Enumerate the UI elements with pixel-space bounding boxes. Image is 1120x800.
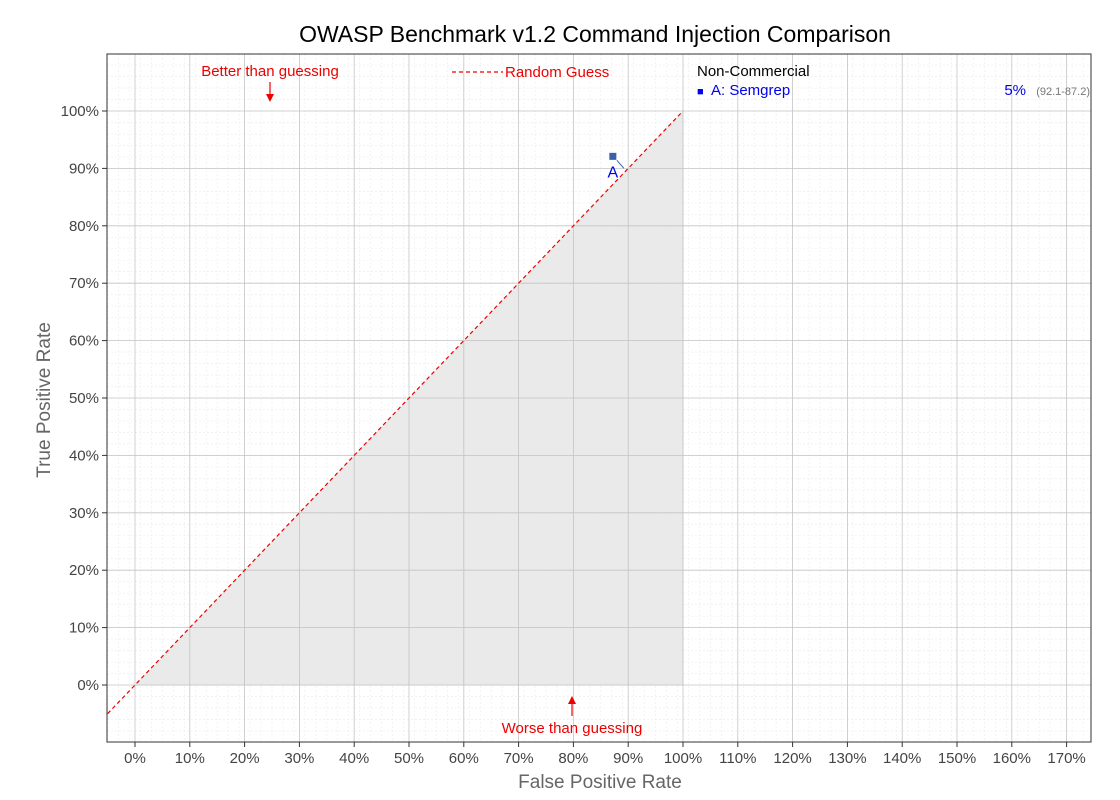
- random-guess-line: [107, 110, 684, 715]
- x-tick-label: 100%: [664, 750, 702, 767]
- x-tick-label: 150%: [938, 750, 976, 767]
- x-tick-label: 130%: [828, 750, 866, 767]
- x-tick-label: 60%: [449, 750, 479, 767]
- legend-marker-icon: ■: [697, 86, 704, 98]
- x-tick-label: 0%: [124, 750, 146, 767]
- y-tick-label: 70%: [69, 275, 99, 292]
- x-tick-label: 170%: [1047, 750, 1085, 767]
- legend-title: Non-Commercial: [697, 63, 810, 80]
- legend-item-range: (92.1-87.2): [1036, 86, 1090, 98]
- x-tick-label: 160%: [993, 750, 1031, 767]
- x-tick-label: 70%: [504, 750, 534, 767]
- x-tick-label: 50%: [394, 750, 424, 767]
- x-axis-label: False Positive Rate: [518, 772, 682, 793]
- y-tick-label: 80%: [69, 218, 99, 235]
- x-tick-label: 40%: [339, 750, 369, 767]
- y-tick-label: 30%: [69, 505, 99, 522]
- y-axis-ticks: 0% 10% 20% 30% 40% 50% 60% 70% 80% 90% 100%: [61, 103, 107, 694]
- worse-than-guessing-label: Worse than guessing: [502, 720, 643, 737]
- random-guess-legend-label: Random Guess: [505, 64, 609, 81]
- x-tick-label: 80%: [558, 750, 588, 767]
- up-arrow-icon: [568, 696, 576, 716]
- y-tick-label: 10%: [69, 620, 99, 637]
- legend-item-label: A: Semgrep: [711, 82, 790, 99]
- y-tick-label: 40%: [69, 447, 99, 464]
- x-tick-label: 140%: [883, 750, 921, 767]
- x-axis-ticks: 0% 10% 20% 30% 40% 50% 60% 70% 80% 90% 100% 110% 120…: [124, 742, 1086, 767]
- y-tick-label: 0%: [77, 677, 99, 694]
- x-tick-label: 90%: [613, 750, 643, 767]
- y-tick-label: 90%: [69, 160, 99, 177]
- x-tick-label: 30%: [284, 750, 314, 767]
- data-point-label: A: [608, 164, 619, 181]
- y-axis-label: True Positive Rate: [34, 322, 55, 478]
- y-tick-label: 60%: [69, 333, 99, 350]
- x-tick-label: 20%: [230, 750, 260, 767]
- major-grid-overlay: [135, 111, 684, 686]
- chart-title: OWASP Benchmark v1.2 Command Injection C…: [299, 21, 891, 47]
- down-arrow-icon: [266, 82, 274, 102]
- y-tick-label: 50%: [69, 390, 99, 407]
- y-tick-label: 100%: [61, 103, 99, 120]
- data-point-marker: [609, 152, 617, 160]
- data-point-leader: [616, 160, 625, 169]
- x-tick-label: 10%: [175, 750, 205, 767]
- y-tick-label: 20%: [69, 562, 99, 579]
- x-tick-label: 120%: [773, 750, 811, 767]
- x-tick-label: 110%: [719, 750, 756, 767]
- legend-item-score: 5%: [1004, 82, 1026, 99]
- data-points: A: [608, 152, 625, 181]
- better-than-guessing-label: Better than guessing: [201, 63, 339, 80]
